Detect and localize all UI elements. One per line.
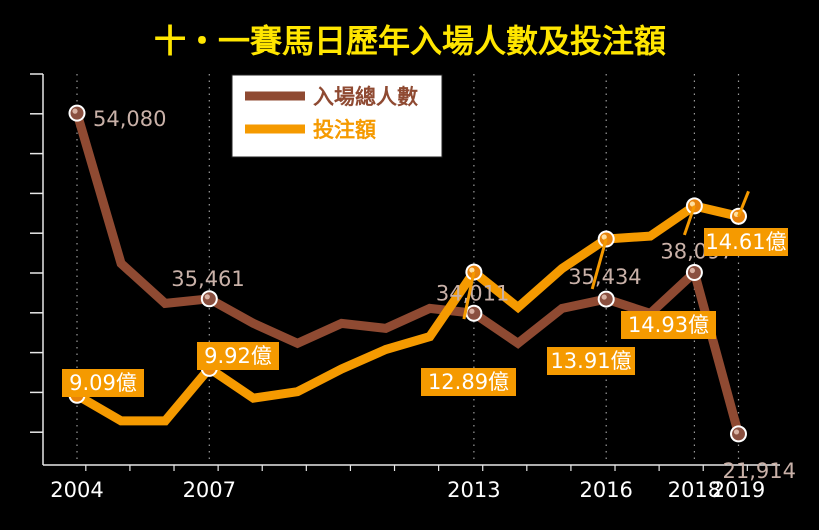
x-tick-label: 2007 xyxy=(183,478,236,502)
marker-core xyxy=(732,427,745,441)
marker-core xyxy=(467,306,481,320)
legend-box xyxy=(231,74,443,158)
marker-highlight xyxy=(469,267,475,273)
marker-highlight xyxy=(733,429,740,435)
chart-title: 十‧一賽馬日歷年入場人數及投注額 xyxy=(154,22,666,60)
data-label-leader xyxy=(737,190,750,217)
data-label-box xyxy=(62,369,144,397)
marker-core xyxy=(599,292,613,306)
marker-highlight xyxy=(601,294,607,300)
data-label-box xyxy=(704,228,788,256)
data-label-box xyxy=(421,368,516,396)
x-tick-label: 2004 xyxy=(50,478,103,502)
data-label-turnover: 14.61億 xyxy=(705,230,786,254)
series-line-turnover xyxy=(74,201,740,426)
marker-core xyxy=(70,106,84,120)
legend-label-turnover: 投注額 xyxy=(313,118,376,142)
data-label-leader xyxy=(462,271,476,320)
x-tick-label: 2013 xyxy=(447,478,500,502)
data-label-box xyxy=(621,311,716,339)
data-label-box xyxy=(197,342,279,370)
marker-attendance-2007 xyxy=(200,290,218,308)
series-line-attendance xyxy=(72,111,743,436)
marker-highlight xyxy=(689,201,696,207)
marker-attendance-2016 xyxy=(597,290,615,308)
marker-attendance-2019 xyxy=(730,425,747,443)
data-label-leader xyxy=(590,238,608,290)
marker-highlight xyxy=(72,108,78,114)
marker-highlight xyxy=(469,308,475,314)
data-label-box xyxy=(547,347,635,375)
data-label-turnover: 13.91億 xyxy=(550,349,631,373)
legend-label-attendance: 入場總人數 xyxy=(313,85,418,109)
marker-core xyxy=(687,266,701,280)
data-label-turnover: 9.09億 xyxy=(69,371,137,395)
data-label-turnover: 9.92億 xyxy=(204,344,272,368)
marker-attendance-2004 xyxy=(68,104,86,122)
marker-highlight xyxy=(601,234,607,240)
data-label-leader xyxy=(682,205,696,236)
x-tick-label: 2019 xyxy=(712,478,765,502)
x-tick-label: 2018 xyxy=(668,478,721,502)
marker-highlight xyxy=(204,294,210,300)
series-lines xyxy=(72,111,743,436)
data-label-attendance: 35,434 xyxy=(568,265,641,289)
marker-attendance-2018 xyxy=(685,264,703,282)
marker-core xyxy=(202,292,216,306)
data-label-attendance: 54,080 xyxy=(93,107,166,131)
data-label-turnover: 14.93億 xyxy=(628,313,709,337)
data-label-turnover: 12.89億 xyxy=(428,370,509,394)
data-label-attendance: 35,461 xyxy=(171,267,244,291)
x-tick-label: 2016 xyxy=(579,478,632,502)
data-label-attendance: 21,914 xyxy=(723,459,796,483)
data-label-attendance: 34,011 xyxy=(436,281,509,305)
marker-attendance-2013 xyxy=(465,304,483,322)
marker-highlight xyxy=(689,267,696,274)
data-labels: 54,08035,46134,01135,43438,09721,9149.09… xyxy=(62,107,796,483)
